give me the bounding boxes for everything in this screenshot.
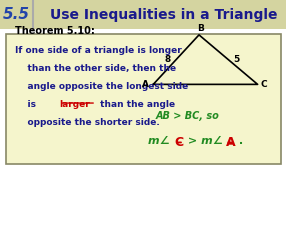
Text: 8: 8 (164, 55, 171, 64)
Text: Use Inequalities in a Triangle: Use Inequalities in a Triangle (50, 8, 277, 22)
Text: A: A (142, 80, 149, 89)
Text: 5.5: 5.5 (3, 7, 30, 22)
Text: than the angle: than the angle (97, 100, 175, 109)
Text: larger: larger (59, 100, 90, 109)
Text: is: is (14, 100, 39, 109)
Text: opposite the shorter side.: opposite the shorter side. (14, 118, 159, 127)
Text: than the other side, then the: than the other side, then the (14, 64, 176, 73)
Text: > m∠: > m∠ (184, 136, 227, 146)
Text: Theorem 5.10:: Theorem 5.10: (14, 26, 95, 36)
Text: .: . (235, 136, 243, 146)
Text: If one side of a triangle is longer: If one side of a triangle is longer (14, 46, 181, 55)
Text: C: C (175, 136, 184, 149)
Text: 5: 5 (233, 55, 239, 64)
Text: A: A (226, 136, 235, 149)
Text: AB > BC, so: AB > BC, so (156, 111, 220, 121)
Text: m∠: m∠ (148, 136, 173, 146)
Text: angle opposite the longest side: angle opposite the longest side (14, 82, 188, 91)
FancyBboxPatch shape (6, 34, 280, 164)
Text: B: B (197, 24, 204, 33)
Text: C: C (261, 80, 267, 89)
FancyBboxPatch shape (0, 0, 286, 29)
